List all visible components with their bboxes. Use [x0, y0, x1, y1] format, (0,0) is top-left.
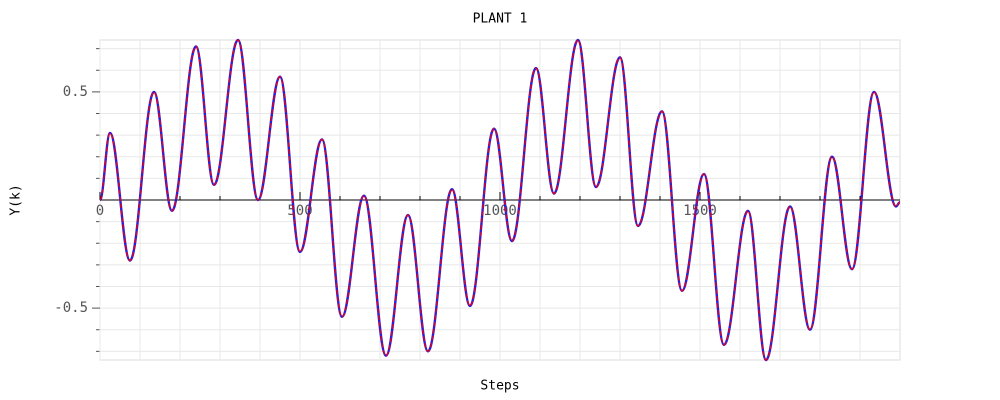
y-axis-label: Y(k) [9, 184, 24, 215]
x-tick-label: 1000 [483, 203, 517, 219]
chart-title: PLANT 1 [473, 12, 528, 27]
x-tick-label: 0 [96, 203, 104, 219]
x-axis-label: Steps [480, 379, 519, 394]
y-tick-label: 0.5 [63, 84, 88, 100]
x-tick-label: 1500 [683, 203, 717, 219]
series-line [99, 39, 901, 361]
y-tick-label: -0.5 [54, 300, 88, 316]
